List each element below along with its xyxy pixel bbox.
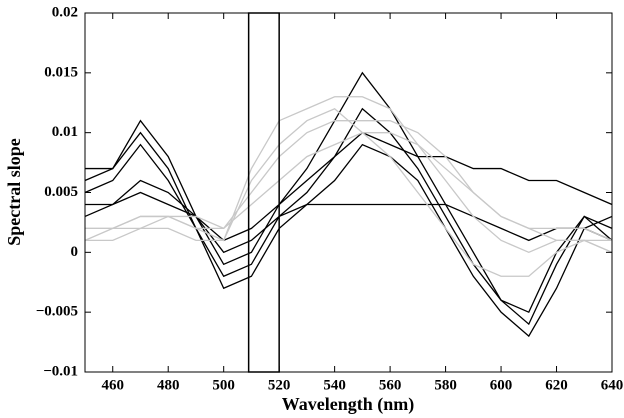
x-tick-label: 540: [323, 377, 346, 393]
x-tick-label: 580: [434, 377, 457, 393]
y-tick-label: 0: [71, 244, 79, 260]
x-axis-label: Wavelength (nm): [282, 394, 415, 415]
spectrum-line: [84, 179, 613, 254]
y-tick-label: −0.01: [43, 363, 78, 379]
x-tick-label: 480: [157, 377, 180, 393]
y-tick-label: 0.02: [52, 4, 78, 20]
spectrum-line: [84, 107, 613, 314]
y-tick-label: 0.005: [44, 184, 78, 200]
spectrum-line: [85, 131, 613, 242]
plot-frame: [84, 12, 613, 373]
spectrum-line: [85, 107, 613, 277]
y-tick-label: 0.01: [52, 124, 78, 140]
x-tick-label: 600: [490, 377, 513, 393]
spectrum-line: [85, 71, 613, 326]
x-tick-label: 520: [268, 377, 291, 393]
x-tick-label: 620: [545, 377, 568, 393]
x-tick-label: 460: [101, 377, 124, 393]
y-tick-label: 0.015: [44, 64, 78, 80]
y-tick-label: −0.005: [36, 304, 78, 320]
highlight-box: [247, 12, 280, 373]
spectrum-line: [84, 131, 613, 338]
x-tick-label: 560: [379, 377, 402, 393]
x-tick-label: 640: [601, 377, 624, 393]
x-tick-label: 500: [212, 377, 235, 393]
y-axis-label: Spectral slope: [4, 138, 24, 246]
spectrum-line: [85, 132, 612, 242]
